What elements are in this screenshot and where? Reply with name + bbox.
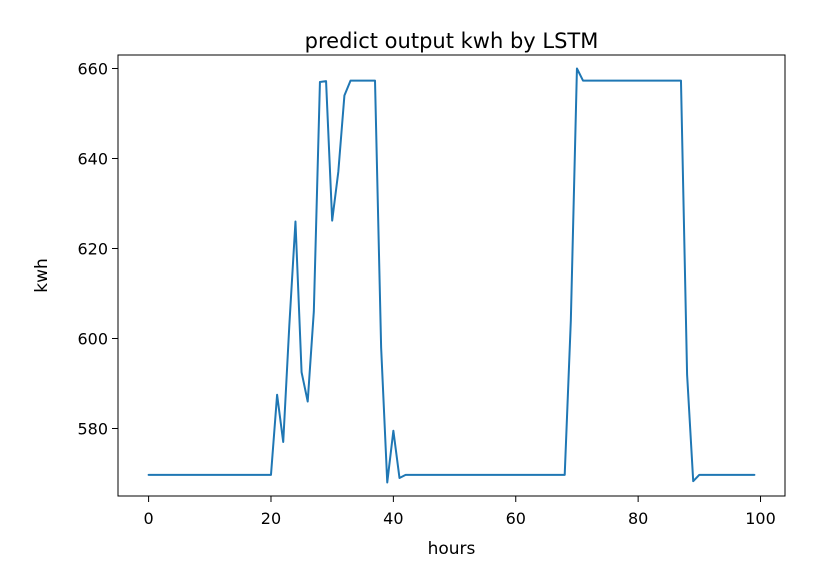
y-tick-label: 640 [77, 150, 108, 169]
series-line [147, 67, 756, 484]
x-tick-label: 100 [745, 509, 776, 528]
chart-title: predict output kwh by LSTM [305, 29, 599, 53]
plot-frame [117, 54, 786, 497]
x-tick-label: 60 [506, 509, 526, 528]
x-tick-label: 20 [261, 509, 281, 528]
y-tick-label: 620 [77, 240, 108, 259]
y-tick-label: 580 [77, 420, 108, 439]
y-axis-label: kwh [32, 258, 52, 293]
y-tick-label: 660 [77, 60, 108, 79]
y-axis: 580 600 620 640 660 [77, 60, 118, 439]
series-group [147, 67, 756, 484]
y-tick-label: 600 [77, 330, 108, 349]
x-tick-label: 80 [628, 509, 648, 528]
x-axis: 0 20 40 60 80 100 [144, 496, 776, 528]
x-axis-label: hours [428, 539, 476, 559]
x-tick-label: 40 [383, 509, 403, 528]
x-tick-label: 0 [144, 509, 154, 528]
